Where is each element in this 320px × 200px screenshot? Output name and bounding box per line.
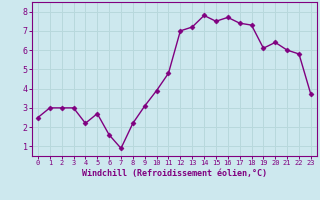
X-axis label: Windchill (Refroidissement éolien,°C): Windchill (Refroidissement éolien,°C)	[82, 169, 267, 178]
